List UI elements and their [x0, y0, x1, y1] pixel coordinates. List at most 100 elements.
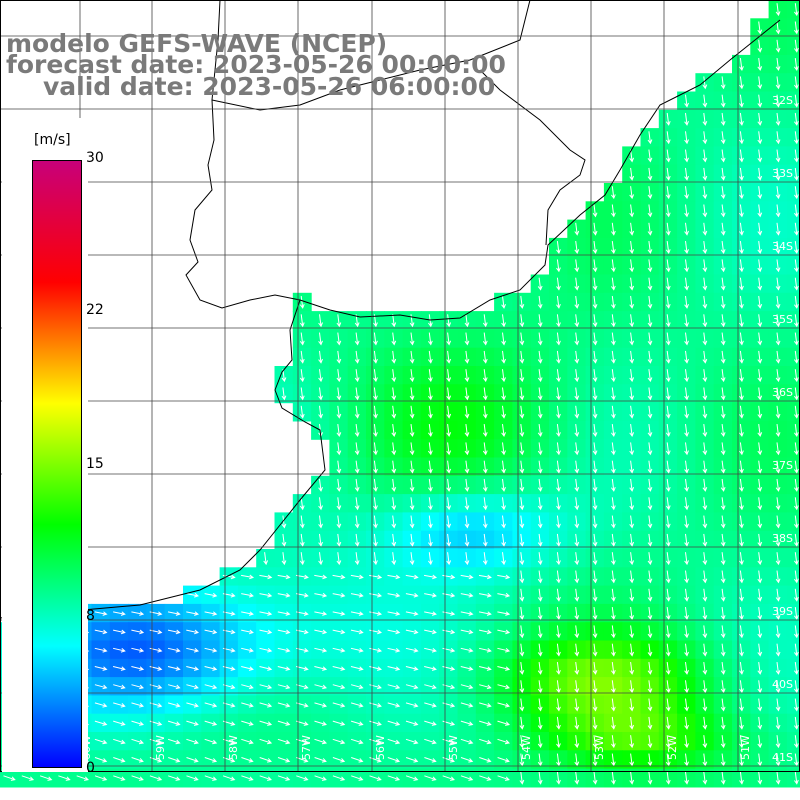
wind-arrow — [629, 332, 635, 346]
colorbar-tick-22: 22 — [86, 302, 104, 318]
wind-arrow — [720, 186, 726, 200]
wind-arrow — [702, 735, 708, 749]
wind-arrow — [204, 684, 218, 690]
wind-arrow — [775, 405, 781, 419]
wind-arrow — [94, 611, 108, 616]
wind-arrow — [702, 332, 708, 346]
wind-arrow — [537, 350, 543, 364]
wind-arrow — [387, 574, 401, 580]
wind-arrow — [354, 332, 360, 346]
wind-arrow — [281, 552, 287, 566]
wind-arrow — [537, 533, 543, 547]
wind-arrow — [647, 533, 653, 547]
wind-arrow — [757, 350, 763, 364]
wind-arrow — [684, 753, 689, 767]
wind-arrow — [369, 592, 383, 598]
wind-arrow — [611, 241, 616, 255]
wind-arrow — [482, 460, 488, 474]
wind-arrow — [350, 666, 364, 671]
valid-date: valid date: 2023-05-26 06:00:00 — [43, 72, 496, 101]
wind-arrow — [479, 611, 492, 616]
wind-arrow — [299, 405, 305, 419]
wind-arrow — [739, 222, 744, 236]
wind-arrow — [241, 611, 254, 616]
wind-arrow — [720, 753, 726, 767]
wind-arrow — [281, 533, 287, 547]
wind-arrow — [775, 661, 781, 675]
wind-arrow — [442, 684, 456, 690]
wind-arrow — [757, 643, 763, 657]
wind-arrow — [794, 753, 799, 767]
wind-arrow — [464, 442, 470, 456]
wind-arrow — [204, 702, 218, 708]
wind-arrow — [647, 460, 653, 474]
wind-arrow — [684, 515, 689, 529]
wind-arrow — [318, 332, 323, 346]
wind-arrow — [574, 350, 580, 364]
wind-arrow — [794, 497, 799, 511]
wind-arrow — [739, 277, 744, 291]
wind-arrow — [702, 570, 708, 584]
wind-arrow — [296, 775, 309, 781]
wind-arrow — [611, 442, 616, 456]
wind-arrow — [684, 277, 689, 291]
wind-arrow — [482, 442, 488, 456]
wind-arrow — [592, 241, 598, 255]
wind-arrow — [354, 515, 360, 529]
lon-label: 58W — [227, 735, 240, 760]
wind-arrow — [647, 625, 653, 639]
wind-arrow — [574, 497, 580, 511]
wind-arrow — [537, 607, 543, 621]
wind-arrow — [794, 277, 799, 291]
wind-arrow — [369, 757, 382, 763]
wind-arrow — [314, 684, 327, 690]
wind-arrow — [501, 387, 506, 401]
wind-arrow — [794, 460, 799, 474]
wind-arrow — [479, 738, 492, 745]
wind-arrow — [665, 716, 671, 730]
wind-arrow — [665, 643, 671, 657]
wind-arrow — [332, 647, 346, 653]
wind-arrow — [446, 350, 452, 364]
wind-arrow — [665, 112, 671, 126]
wind-arrow — [369, 775, 382, 781]
wind-arrow — [336, 332, 342, 346]
wind-arrow — [446, 533, 452, 547]
lon-label: 52W — [666, 735, 679, 760]
wind-arrow — [391, 350, 397, 364]
wind-arrow — [519, 332, 525, 346]
wind-arrow — [424, 611, 437, 616]
wind-arrow — [204, 775, 218, 781]
wind-arrow — [391, 552, 397, 566]
wind-arrow — [501, 332, 506, 346]
wind-arrow — [519, 478, 525, 492]
wind-arrow — [592, 607, 598, 621]
wind-arrow — [665, 698, 671, 712]
wind-arrow — [647, 277, 653, 291]
wind-arrow — [537, 387, 543, 401]
wind-arrow — [702, 771, 708, 785]
wind-arrow — [739, 314, 744, 328]
wind-arrow — [460, 611, 474, 616]
wind-arrow — [794, 332, 799, 346]
wind-arrow — [556, 771, 561, 785]
wind-arrow — [373, 369, 378, 383]
wind-arrow — [409, 387, 415, 401]
wind-arrow — [167, 629, 181, 635]
wind-arrow — [332, 592, 346, 598]
wind-arrow — [556, 332, 561, 346]
wind-arrow — [299, 295, 305, 309]
wind-arrow — [702, 515, 708, 529]
wind-arrow — [702, 680, 708, 694]
wind-arrow — [241, 720, 254, 726]
wind-arrow — [702, 497, 708, 511]
wind-arrow — [794, 314, 799, 328]
wind-arrow — [574, 222, 580, 236]
wind-arrow — [794, 607, 799, 621]
wind-arrow — [739, 387, 744, 401]
wind-arrow — [720, 460, 726, 474]
wind-arrow — [259, 592, 273, 598]
wind-arrow — [556, 314, 561, 328]
wind-arrow — [684, 570, 689, 584]
wind-arrow — [574, 771, 580, 785]
